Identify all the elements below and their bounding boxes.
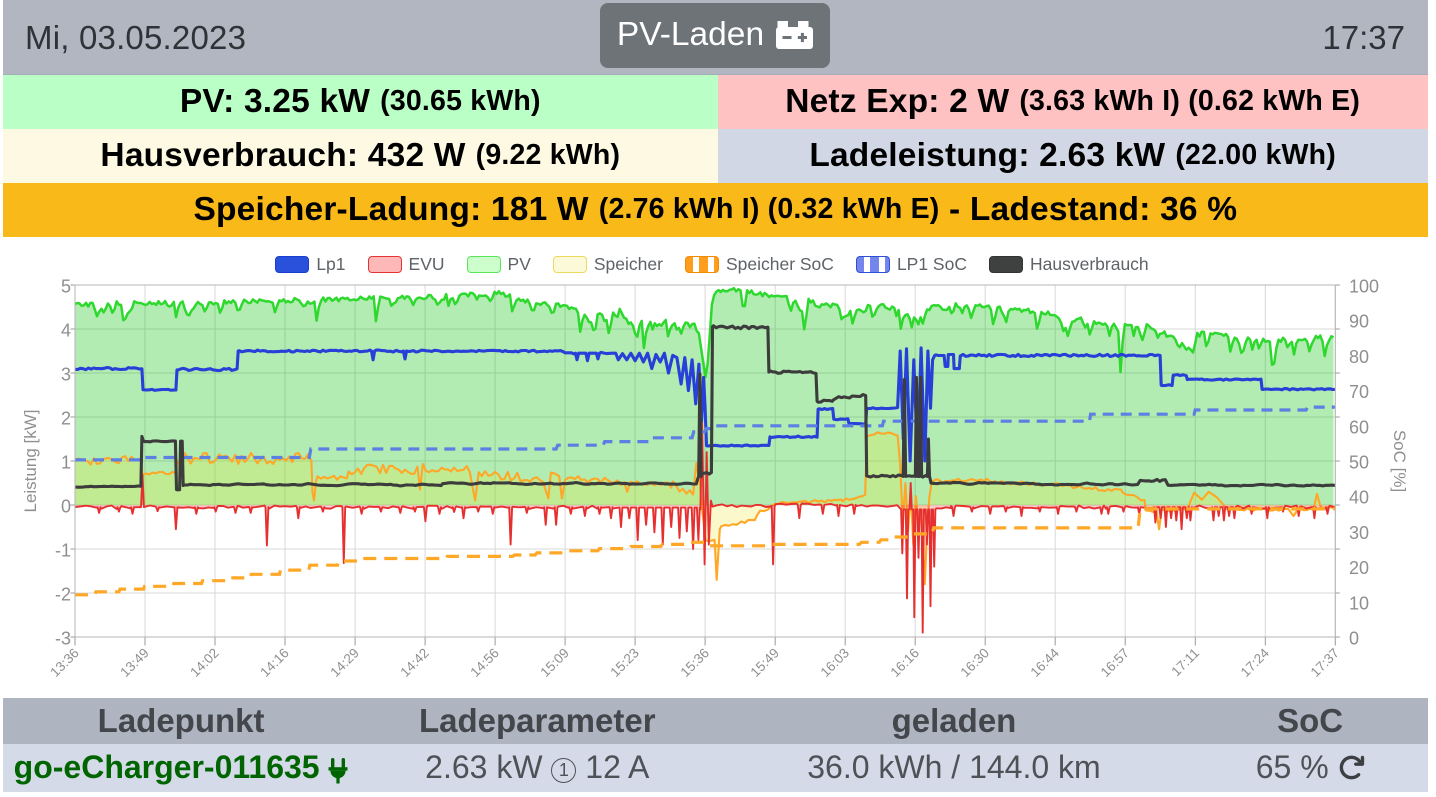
svg-text:40: 40 bbox=[1349, 488, 1369, 508]
svg-text:-1: -1 bbox=[55, 541, 71, 561]
svg-text:4: 4 bbox=[61, 321, 71, 341]
svg-text:50: 50 bbox=[1349, 453, 1369, 473]
svg-text:14:29: 14:29 bbox=[327, 645, 362, 680]
svg-text:-2: -2 bbox=[55, 585, 71, 605]
svg-text:16:57: 16:57 bbox=[1098, 645, 1133, 680]
svg-text:0: 0 bbox=[61, 497, 71, 517]
svg-text:2: 2 bbox=[61, 409, 71, 429]
svg-text:90: 90 bbox=[1349, 312, 1369, 332]
svg-text:16:30: 16:30 bbox=[958, 645, 993, 680]
svg-text:15:36: 15:36 bbox=[678, 645, 713, 680]
svg-text:1: 1 bbox=[61, 453, 71, 473]
svg-text:13:49: 13:49 bbox=[117, 645, 152, 680]
svg-text:SoC [%]: SoC [%] bbox=[1390, 430, 1409, 492]
svg-text:16:44: 16:44 bbox=[1028, 645, 1063, 680]
svg-text:80: 80 bbox=[1349, 347, 1369, 367]
svg-text:15:49: 15:49 bbox=[748, 645, 783, 680]
svg-text:70: 70 bbox=[1349, 382, 1369, 402]
svg-text:5: 5 bbox=[61, 277, 71, 297]
svg-text:30: 30 bbox=[1349, 523, 1369, 543]
svg-text:16:03: 16:03 bbox=[818, 645, 853, 680]
svg-text:14:02: 14:02 bbox=[187, 645, 222, 680]
svg-text:0: 0 bbox=[1349, 629, 1359, 649]
svg-text:14:16: 14:16 bbox=[257, 645, 292, 680]
svg-text:10: 10 bbox=[1349, 593, 1369, 613]
svg-text:100: 100 bbox=[1349, 277, 1379, 297]
svg-text:20: 20 bbox=[1349, 558, 1369, 578]
svg-text:13:36: 13:36 bbox=[47, 645, 82, 680]
svg-text:15:23: 15:23 bbox=[607, 645, 642, 680]
svg-text:14:42: 14:42 bbox=[397, 645, 432, 680]
svg-text:60: 60 bbox=[1349, 417, 1369, 437]
svg-text:16:16: 16:16 bbox=[888, 645, 923, 680]
svg-text:17:24: 17:24 bbox=[1238, 645, 1273, 680]
svg-text:15:09: 15:09 bbox=[537, 645, 572, 680]
svg-text:14:56: 14:56 bbox=[467, 645, 502, 680]
svg-text:17:37: 17:37 bbox=[1308, 645, 1343, 680]
svg-text:3: 3 bbox=[61, 365, 71, 385]
svg-text:17:11: 17:11 bbox=[1168, 645, 1202, 679]
svg-text:Leistung [kW]: Leistung [kW] bbox=[21, 410, 40, 513]
svg-text:-3: -3 bbox=[55, 629, 71, 649]
